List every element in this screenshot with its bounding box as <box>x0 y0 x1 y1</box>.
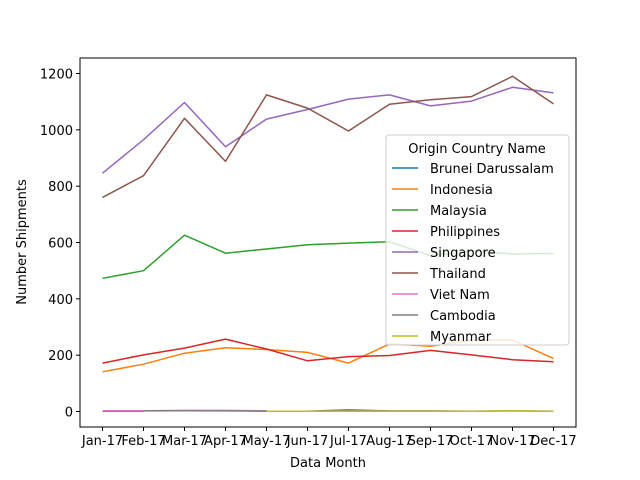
x-tick-label: Feb-17 <box>121 434 165 449</box>
legend-label-myanmar: Myanmar <box>430 330 492 345</box>
legend-label-cambodia: Cambodia <box>430 309 496 324</box>
y-tick-label: 200 <box>48 349 73 364</box>
x-tick-label: Oct-17 <box>450 434 494 449</box>
series-line-philippines <box>102 338 554 364</box>
legend-label-thailand: Thailand <box>429 267 486 282</box>
y-tick-label: 600 <box>48 237 73 252</box>
x-tick-label: Jan-17 <box>81 434 123 449</box>
legend-label-viet-nam: Viet Nam <box>430 288 490 303</box>
y-axis-label: Number Shipments <box>15 179 30 305</box>
y-tick-label: 800 <box>48 180 73 195</box>
x-tick-label: Nov-17 <box>489 434 535 449</box>
legend-label-malaysia: Malaysia <box>430 204 487 219</box>
y-tick-label: 1200 <box>40 67 73 82</box>
legend-items: Brunei Darussalam Indonesia Malaysia Philip… <box>392 162 554 345</box>
x-tick-label: Aug-17 <box>366 434 413 449</box>
y-axis: 0 200 400 600 800 1000 1200 <box>40 67 80 421</box>
legend-label-philippines: Philippines <box>430 225 500 240</box>
series-line-singapore <box>102 86 554 174</box>
legend-title: Origin Country Name <box>408 142 546 157</box>
x-tick-label: Dec-17 <box>530 434 576 449</box>
x-tick-label: Apr-17 <box>204 434 247 449</box>
y-tick-label: 0 <box>65 406 73 421</box>
x-tick-label: Jun-17 <box>286 434 329 449</box>
legend-label-indonesia: Indonesia <box>430 183 493 198</box>
y-tick-label: 400 <box>48 293 73 308</box>
x-axis-label: Data Month <box>290 456 366 471</box>
legend-label-singapore: Singapore <box>430 246 496 261</box>
x-tick-label: Jul-17 <box>329 434 367 449</box>
legend-box <box>385 134 570 346</box>
series-line-thailand <box>102 75 554 199</box>
x-tick-label: Mar-17 <box>162 434 207 449</box>
x-tick-label: May-17 <box>243 434 291 449</box>
legend-label-brunei-darussalam: Brunei Darussalam <box>430 162 554 177</box>
legend: Origin Country Name Brunei Darussalam Ind… <box>385 134 570 346</box>
x-tick-label: Sep-17 <box>408 434 454 449</box>
y-tick-label: 1000 <box>40 124 73 139</box>
series-layer <box>102 75 554 412</box>
